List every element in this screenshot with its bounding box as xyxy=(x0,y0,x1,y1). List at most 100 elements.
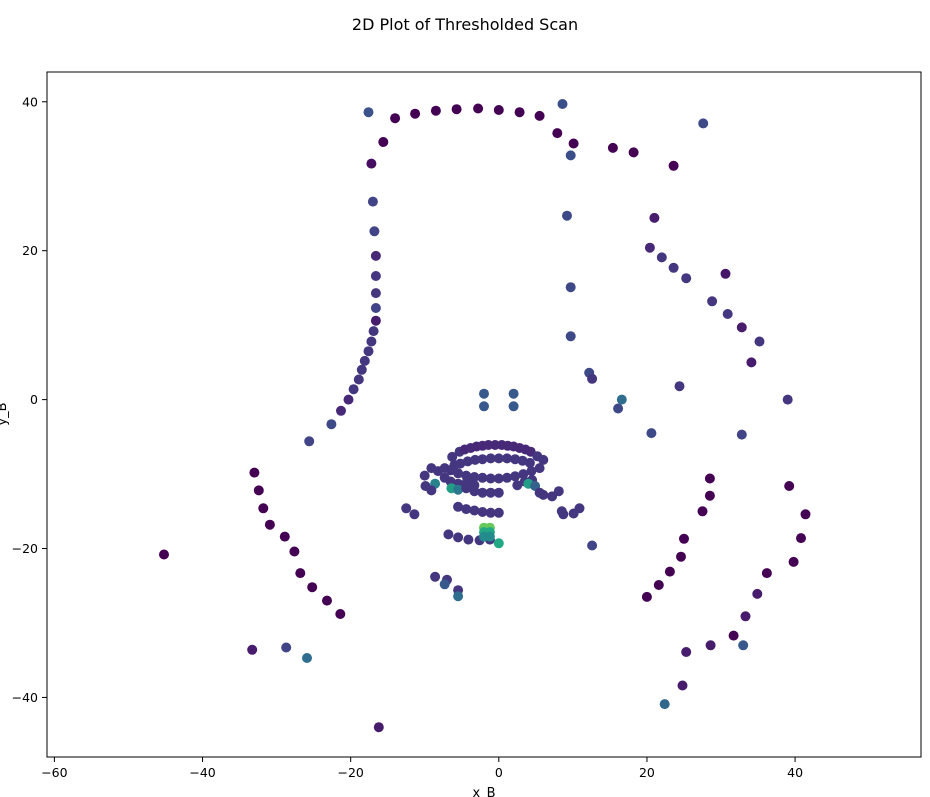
scatter-point xyxy=(796,533,806,544)
scatter-point xyxy=(646,428,657,439)
points-layer xyxy=(159,99,811,733)
scatter-point xyxy=(359,355,370,366)
scatter-point xyxy=(477,487,488,498)
scatter-point xyxy=(343,394,354,405)
scatter-point xyxy=(469,486,480,497)
scatter-point xyxy=(728,630,739,641)
scatter-point xyxy=(370,288,381,299)
scatter-point xyxy=(493,538,504,549)
x-tick-label: 20 xyxy=(639,765,655,780)
scatter-point xyxy=(526,466,537,477)
scatter-point xyxy=(370,250,381,261)
scatter-point xyxy=(656,252,667,263)
scatter-point xyxy=(453,532,464,543)
scatter-point xyxy=(510,471,521,482)
scatter-point xyxy=(565,331,576,342)
scatter-point xyxy=(668,160,679,171)
scatter-point xyxy=(433,466,444,477)
scatter-point xyxy=(653,580,664,590)
scatter-point xyxy=(336,405,346,416)
scatter-point xyxy=(705,640,716,651)
y-tick-label: 20 xyxy=(22,243,38,258)
scatter-point xyxy=(641,591,652,602)
scatter-point xyxy=(565,282,576,293)
scatter-point xyxy=(534,110,545,121)
scatter-point xyxy=(409,509,420,520)
scatter-point xyxy=(443,529,454,540)
scatter-point xyxy=(484,531,495,542)
scatter-point xyxy=(510,454,521,465)
scatter-point xyxy=(698,118,709,129)
scatter-point xyxy=(348,384,359,395)
scatter-point xyxy=(518,469,529,480)
scatter-point xyxy=(514,107,525,118)
scatter-point xyxy=(253,485,264,496)
scatter-point xyxy=(462,456,473,467)
scatter-point xyxy=(562,210,572,221)
x-tick-label: 40 xyxy=(787,765,803,780)
scatter-point xyxy=(704,473,715,484)
scatter-point xyxy=(356,364,367,375)
scatter-point xyxy=(782,394,793,405)
scatter-point xyxy=(677,680,688,691)
y-tick-label: −40 xyxy=(12,690,38,705)
scatter-point xyxy=(370,303,381,313)
y-axis-label: y_B xyxy=(0,402,10,425)
scatter-point xyxy=(473,103,484,114)
scatter-point xyxy=(538,489,549,500)
scatter-point xyxy=(681,273,692,284)
scatter-point xyxy=(534,463,545,474)
scatter-point xyxy=(453,591,464,602)
scatter-point xyxy=(426,485,437,496)
scatter-point xyxy=(784,481,795,491)
scatter-point xyxy=(754,336,765,347)
scatter-point xyxy=(258,503,269,514)
scatter-point xyxy=(553,486,564,497)
scatter-point xyxy=(453,468,464,479)
scatter-point xyxy=(264,519,275,530)
scatter-point xyxy=(322,595,332,606)
x-tick-label: −60 xyxy=(41,765,67,780)
scatter-point xyxy=(419,470,430,481)
scatter-point xyxy=(800,509,811,520)
scatter-point xyxy=(366,336,377,347)
y-axis: −40 −20 0 20 40 xyxy=(12,94,47,705)
scatter-point xyxy=(493,453,504,464)
scatter-point xyxy=(659,699,670,710)
scatter-point xyxy=(485,473,496,484)
x-axis: −60 −40 −20 0 20 40 xyxy=(41,757,803,780)
scatter-point xyxy=(502,453,512,464)
scatter-point xyxy=(279,531,290,542)
scatter-point xyxy=(508,401,519,412)
scatter-point xyxy=(587,540,598,551)
scatter-point xyxy=(493,507,504,518)
scatter-point xyxy=(557,99,568,109)
scatter-point xyxy=(752,588,763,599)
scatter-point xyxy=(676,551,686,562)
scatter-point xyxy=(485,487,496,498)
scatter-point xyxy=(681,647,692,657)
scatter-point xyxy=(439,579,450,590)
scatter-point xyxy=(307,582,318,593)
scatter-point xyxy=(565,150,576,161)
scatter-point xyxy=(326,419,337,430)
x-tick-label: −20 xyxy=(337,765,363,780)
scatter-point xyxy=(363,107,374,118)
scatter-point xyxy=(477,454,488,465)
scatter-point xyxy=(430,105,441,116)
scatter-point xyxy=(761,568,772,579)
scatter-point xyxy=(479,401,489,412)
scatter-point xyxy=(674,381,685,392)
scatter-point xyxy=(707,296,718,307)
scatter-point xyxy=(493,473,504,484)
scatter-point xyxy=(697,506,708,517)
scatter-point xyxy=(524,457,535,468)
scatter-point xyxy=(746,357,757,368)
y-tick-label: 0 xyxy=(30,392,38,407)
scatter-point xyxy=(249,467,260,478)
scatter-point xyxy=(485,453,496,464)
y-tick-label: −20 xyxy=(12,541,38,556)
scatter-point xyxy=(353,374,364,385)
scatter-point xyxy=(451,104,462,115)
